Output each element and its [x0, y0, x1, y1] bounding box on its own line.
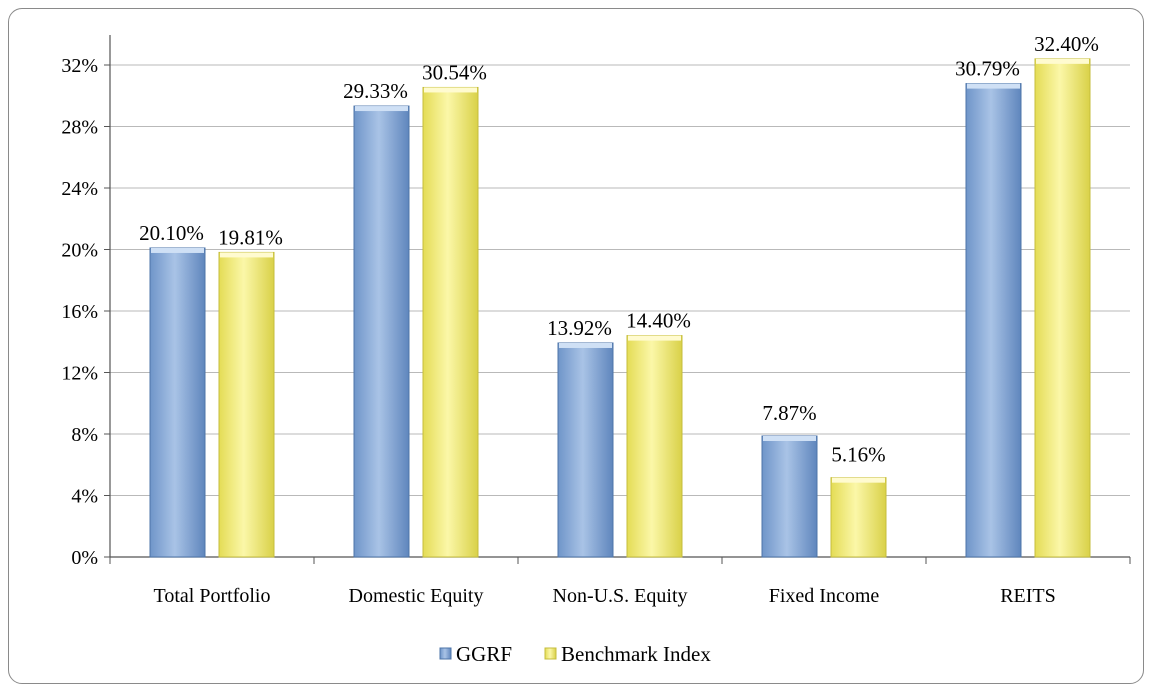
- category-label: Total Portfolio: [154, 585, 271, 607]
- data-label: 29.33%: [343, 79, 408, 103]
- bar-top-highlight: [763, 435, 816, 441]
- data-label: 30.79%: [955, 57, 1020, 81]
- data-label: 19.81%: [218, 225, 283, 249]
- bar-top-highlight: [424, 87, 477, 93]
- legend-swatch: [439, 647, 452, 660]
- bar: [761, 435, 818, 558]
- bar-top-highlight: [1036, 58, 1089, 64]
- bar: [557, 342, 614, 558]
- bar: [422, 86, 479, 558]
- bar-top-highlight: [832, 477, 885, 483]
- data-label: 20.10%: [139, 221, 204, 245]
- bar-top-highlight: [220, 252, 273, 258]
- bar-top-highlight: [628, 335, 681, 341]
- y-tick-label: 0%: [71, 547, 98, 569]
- y-tick-label: 8%: [71, 424, 98, 446]
- bar-top-highlight: [151, 247, 204, 253]
- bar-top-highlight: [355, 106, 408, 112]
- legend: GGRF Benchmark Index: [439, 642, 711, 666]
- bar: [1034, 58, 1091, 558]
- bars: [149, 58, 1091, 558]
- legend-label: GGRF: [456, 642, 512, 666]
- data-label: 7.87%: [762, 401, 816, 425]
- bar: [149, 247, 206, 558]
- category-label: Non-U.S. Equity: [553, 585, 688, 607]
- y-tick-label: 12%: [61, 363, 98, 385]
- category-label: Fixed Income: [769, 585, 880, 607]
- axes: 0% 4% 8% 12% 16% 20% 24% 28% 32% Total Portfolio D…: [61, 35, 1131, 607]
- bar: [353, 105, 410, 558]
- y-tick-label: 16%: [61, 301, 98, 323]
- bar: [965, 83, 1022, 558]
- category-label: Domestic Equity: [349, 585, 484, 607]
- data-label: 13.92%: [547, 316, 612, 340]
- y-tick-label: 32%: [61, 55, 98, 77]
- bar: [626, 335, 683, 558]
- data-label: 5.16%: [831, 443, 885, 467]
- y-tick-label: 20%: [61, 240, 98, 262]
- data-label: 32.40%: [1034, 32, 1099, 56]
- gridlines: [110, 64, 1130, 496]
- y-tick-label: 4%: [71, 486, 98, 508]
- legend-label: Benchmark Index: [561, 642, 711, 666]
- legend-swatch: [544, 647, 557, 660]
- bar: [218, 251, 275, 558]
- data-label: 14.40%: [626, 309, 691, 333]
- bar-top-highlight: [967, 83, 1020, 89]
- bar-top-highlight: [559, 342, 612, 348]
- data-labels: 20.10% 19.81% 29.33% 30.54% 13.92% 14.40% 7.87…: [139, 32, 1099, 467]
- y-tick-label: 28%: [61, 117, 98, 139]
- bar: [830, 477, 887, 558]
- category-label: REITS: [1000, 585, 1056, 607]
- y-tick-label: 24%: [61, 178, 98, 200]
- data-label: 30.54%: [422, 60, 487, 84]
